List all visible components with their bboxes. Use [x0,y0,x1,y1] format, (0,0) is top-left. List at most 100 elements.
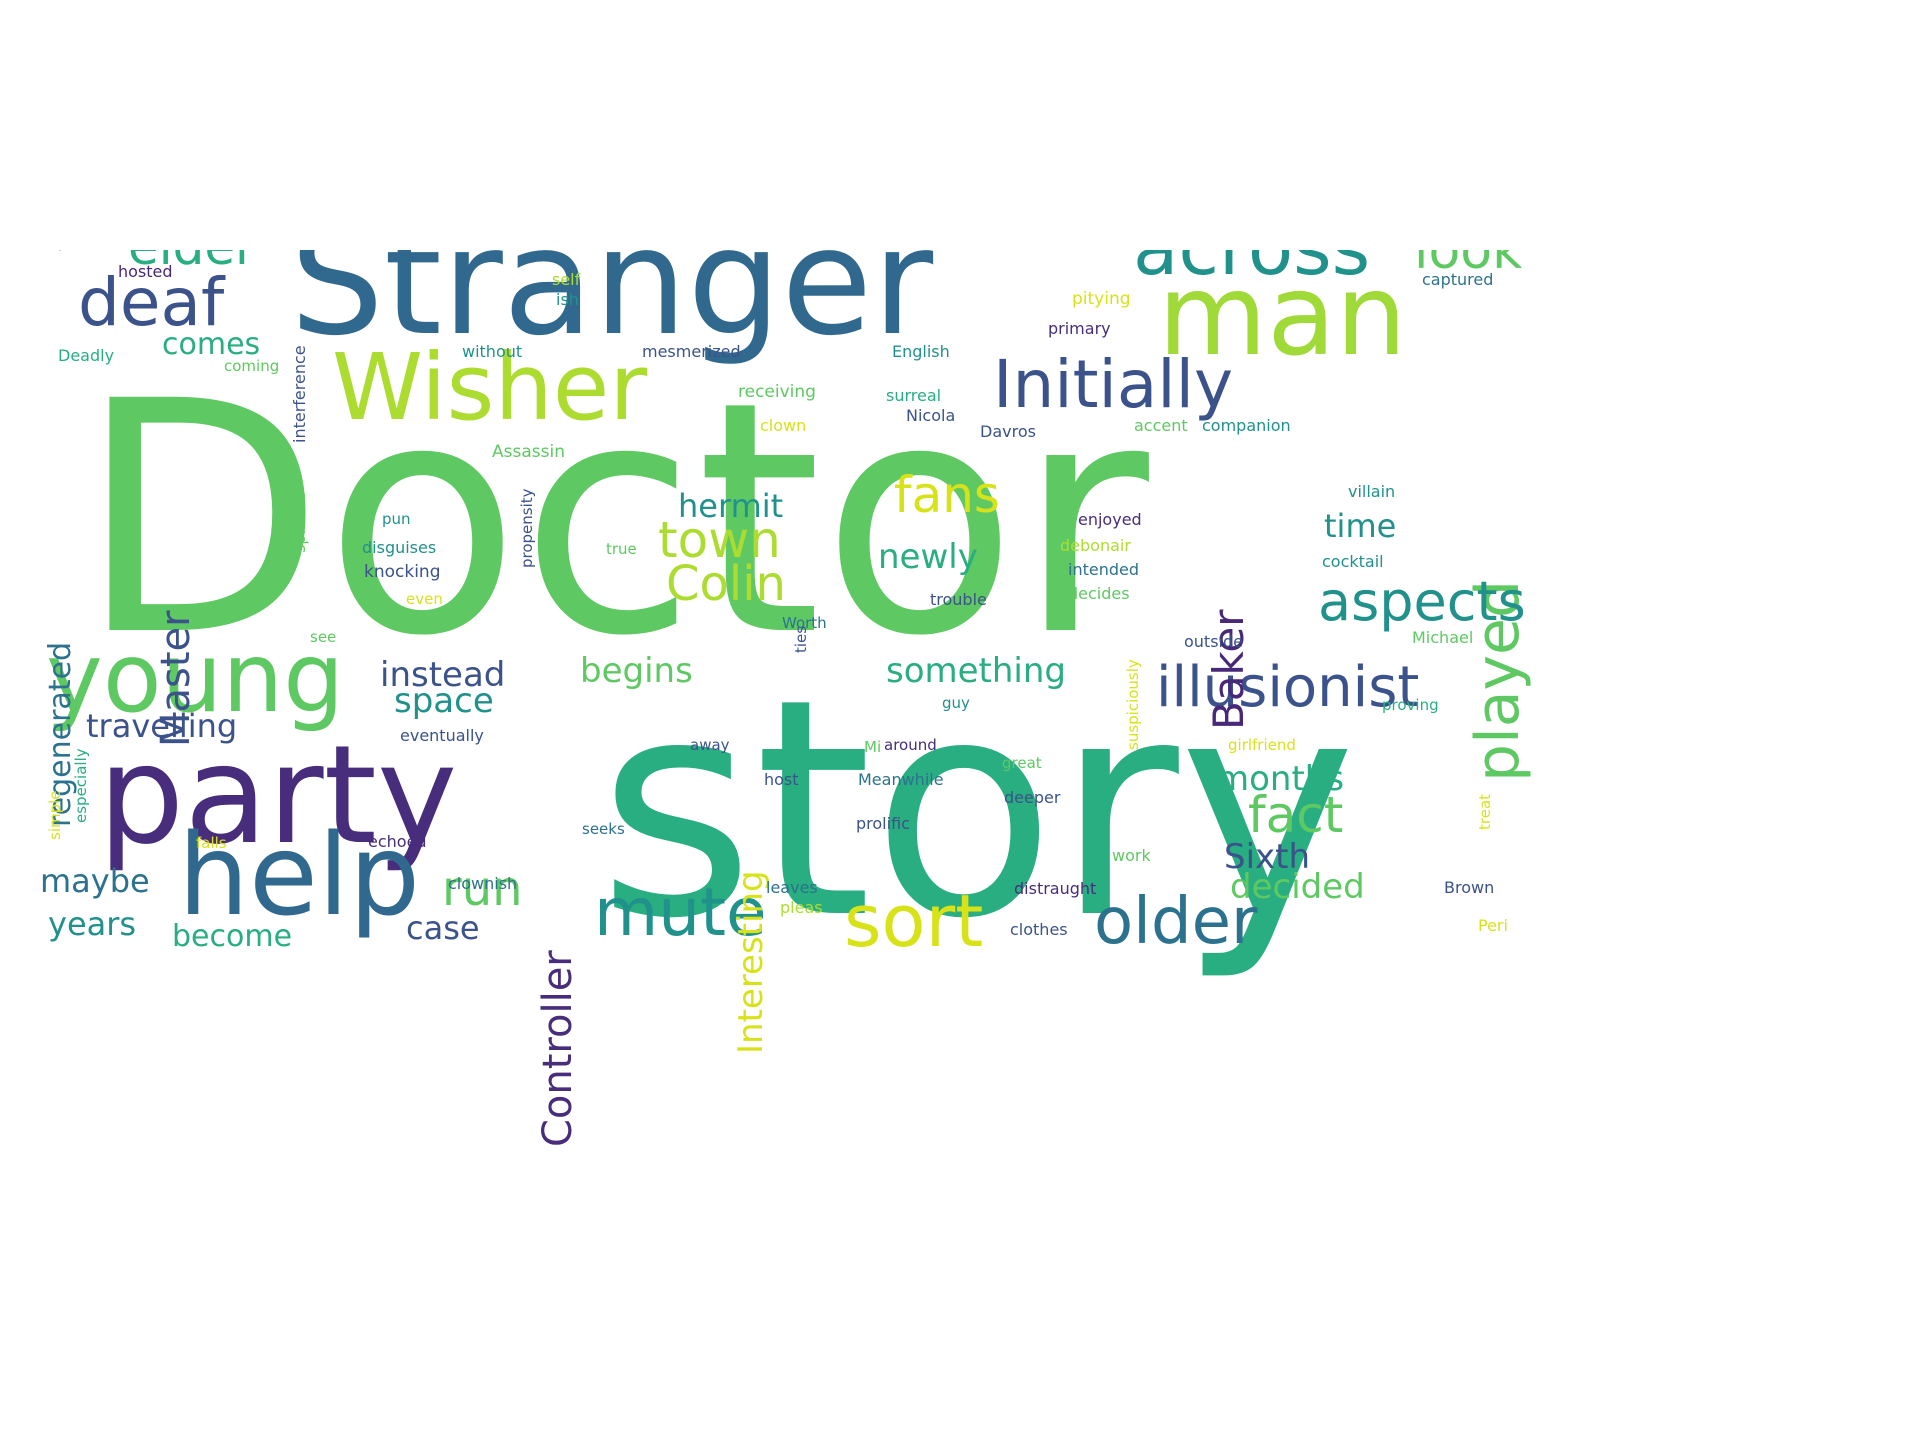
word-assassin: Assassin [492,442,565,462]
word-clothes: clothes [1010,920,1068,939]
word-prolific: prolific [856,814,910,833]
word-pitying: pitying [1072,289,1131,309]
word-become: become [172,919,293,954]
word-away: away [690,736,730,754]
word-debonair: debonair [1060,536,1131,555]
word-maybe: maybe [40,862,150,900]
word-treat: treat [1476,793,1494,830]
word-interesting: Interesting [731,870,771,1054]
word-baker: Baker [1204,609,1253,730]
word-illusionist: illusionist [1156,655,1420,720]
word-cloud: Doctor story Stranger man party Wisher help you… [38,250,1884,1190]
word-leaves: leaves [766,878,818,897]
word-help: help [178,811,421,941]
word-even: even [406,590,443,608]
word-mesmerized: mesmerized [642,342,741,361]
word-suspiciously: suspiciously [1124,659,1142,750]
word-sixth: Sixth [1224,837,1311,877]
word-true: true [606,540,637,558]
word-colin: Colin [666,556,786,612]
word-nicola: Nicola [906,406,956,425]
word-enjoyed: enjoyed [1078,510,1142,529]
word-propensity: propensity [518,488,536,568]
word-man: man [1158,251,1407,381]
word-simple: simple [46,790,64,840]
word-worth: Worth [782,614,827,632]
word-davros: Davros [980,422,1036,441]
word-especially: especially [72,748,90,823]
word-host: host [764,770,799,789]
word-deaf: deaf [78,264,225,341]
word-look: look [1414,250,1523,281]
word-fact: fact [1248,786,1344,844]
word-receiving: receiving [738,382,816,402]
word-older: older [1094,885,1258,959]
word-villain: villain [1348,482,1396,501]
word-story: story [598,635,1357,984]
word-controller: Controller [535,950,581,1147]
word-surreal: surreal [886,386,942,405]
word-girlfriend: girlfriend [1228,736,1296,754]
word-guy: guy [942,694,970,712]
word-coming: coming [224,357,280,375]
word-outside: outside [1184,632,1243,651]
word-seeks: seeks [582,820,625,838]
word-run: run [442,861,523,917]
word-hermit: hermit [678,487,784,525]
word-around: around [884,736,937,754]
word-cocktail: cocktail [1322,552,1384,571]
word-see: see [310,628,337,646]
word-pleas: pleas [780,898,823,917]
word-spirited: spirited [290,492,309,553]
word-town: town [658,511,781,569]
word-intended: intended [1068,560,1139,579]
word-trouble: trouble [930,590,987,609]
word-years: years [48,905,137,943]
word-travelling: travelling [86,707,238,745]
word-interference: interference [290,345,309,443]
word-months: months [1216,759,1345,799]
word-distraught: distraught [1014,879,1097,898]
word-fans: fans [894,466,1000,524]
word-something: something [886,651,1067,691]
word-michael: Michael [1412,628,1474,647]
word-decided: decided [1230,867,1365,907]
word-deeper: deeper [1004,788,1061,807]
word-space: space [394,681,494,721]
word-eventually: eventually [400,726,484,745]
word-instead: instead [380,655,506,695]
word-clownish: clownish [448,874,518,893]
word-pun: pun [382,510,411,528]
word-initially: Initially [993,346,1234,423]
word-deadly: Deadly [58,346,115,365]
word-ish: ish [556,290,579,309]
word-newly: newly [878,537,978,577]
word-accent: accent [1134,416,1188,435]
word-mute: mute [594,874,767,951]
word-time: time [1324,507,1397,545]
word-sort: sort [844,879,984,963]
word-meanwhile: Meanwhile [858,770,944,789]
word-ties: ties [792,625,810,653]
word-peri: Peri [1478,916,1508,935]
word-elder: elder [128,250,256,272]
word-captured: captured [1422,270,1494,289]
word-wisher: Wisher [332,334,648,441]
word-begins: begins [580,651,693,691]
word-party: party [98,717,458,875]
word-brown: Brown [1444,878,1495,897]
word-cloud-area: Doctor story Stranger man party Wisher help you… [38,250,1884,1190]
word-disguises: disguises [362,538,437,557]
word-stranger: Stranger [290,250,934,368]
word-mi: Mi [864,738,882,756]
word-proving: proving [1382,696,1439,714]
word-knocking: knocking [364,562,441,582]
word-without: without [462,342,523,361]
word-self: self [552,270,581,289]
word-case: case [406,909,480,947]
word-young: young [46,622,345,734]
word-primary: primary [1048,319,1111,338]
word-doctor: Doctor [78,334,1149,706]
word-work: work [1112,846,1151,865]
word-clown: clown [760,416,807,435]
